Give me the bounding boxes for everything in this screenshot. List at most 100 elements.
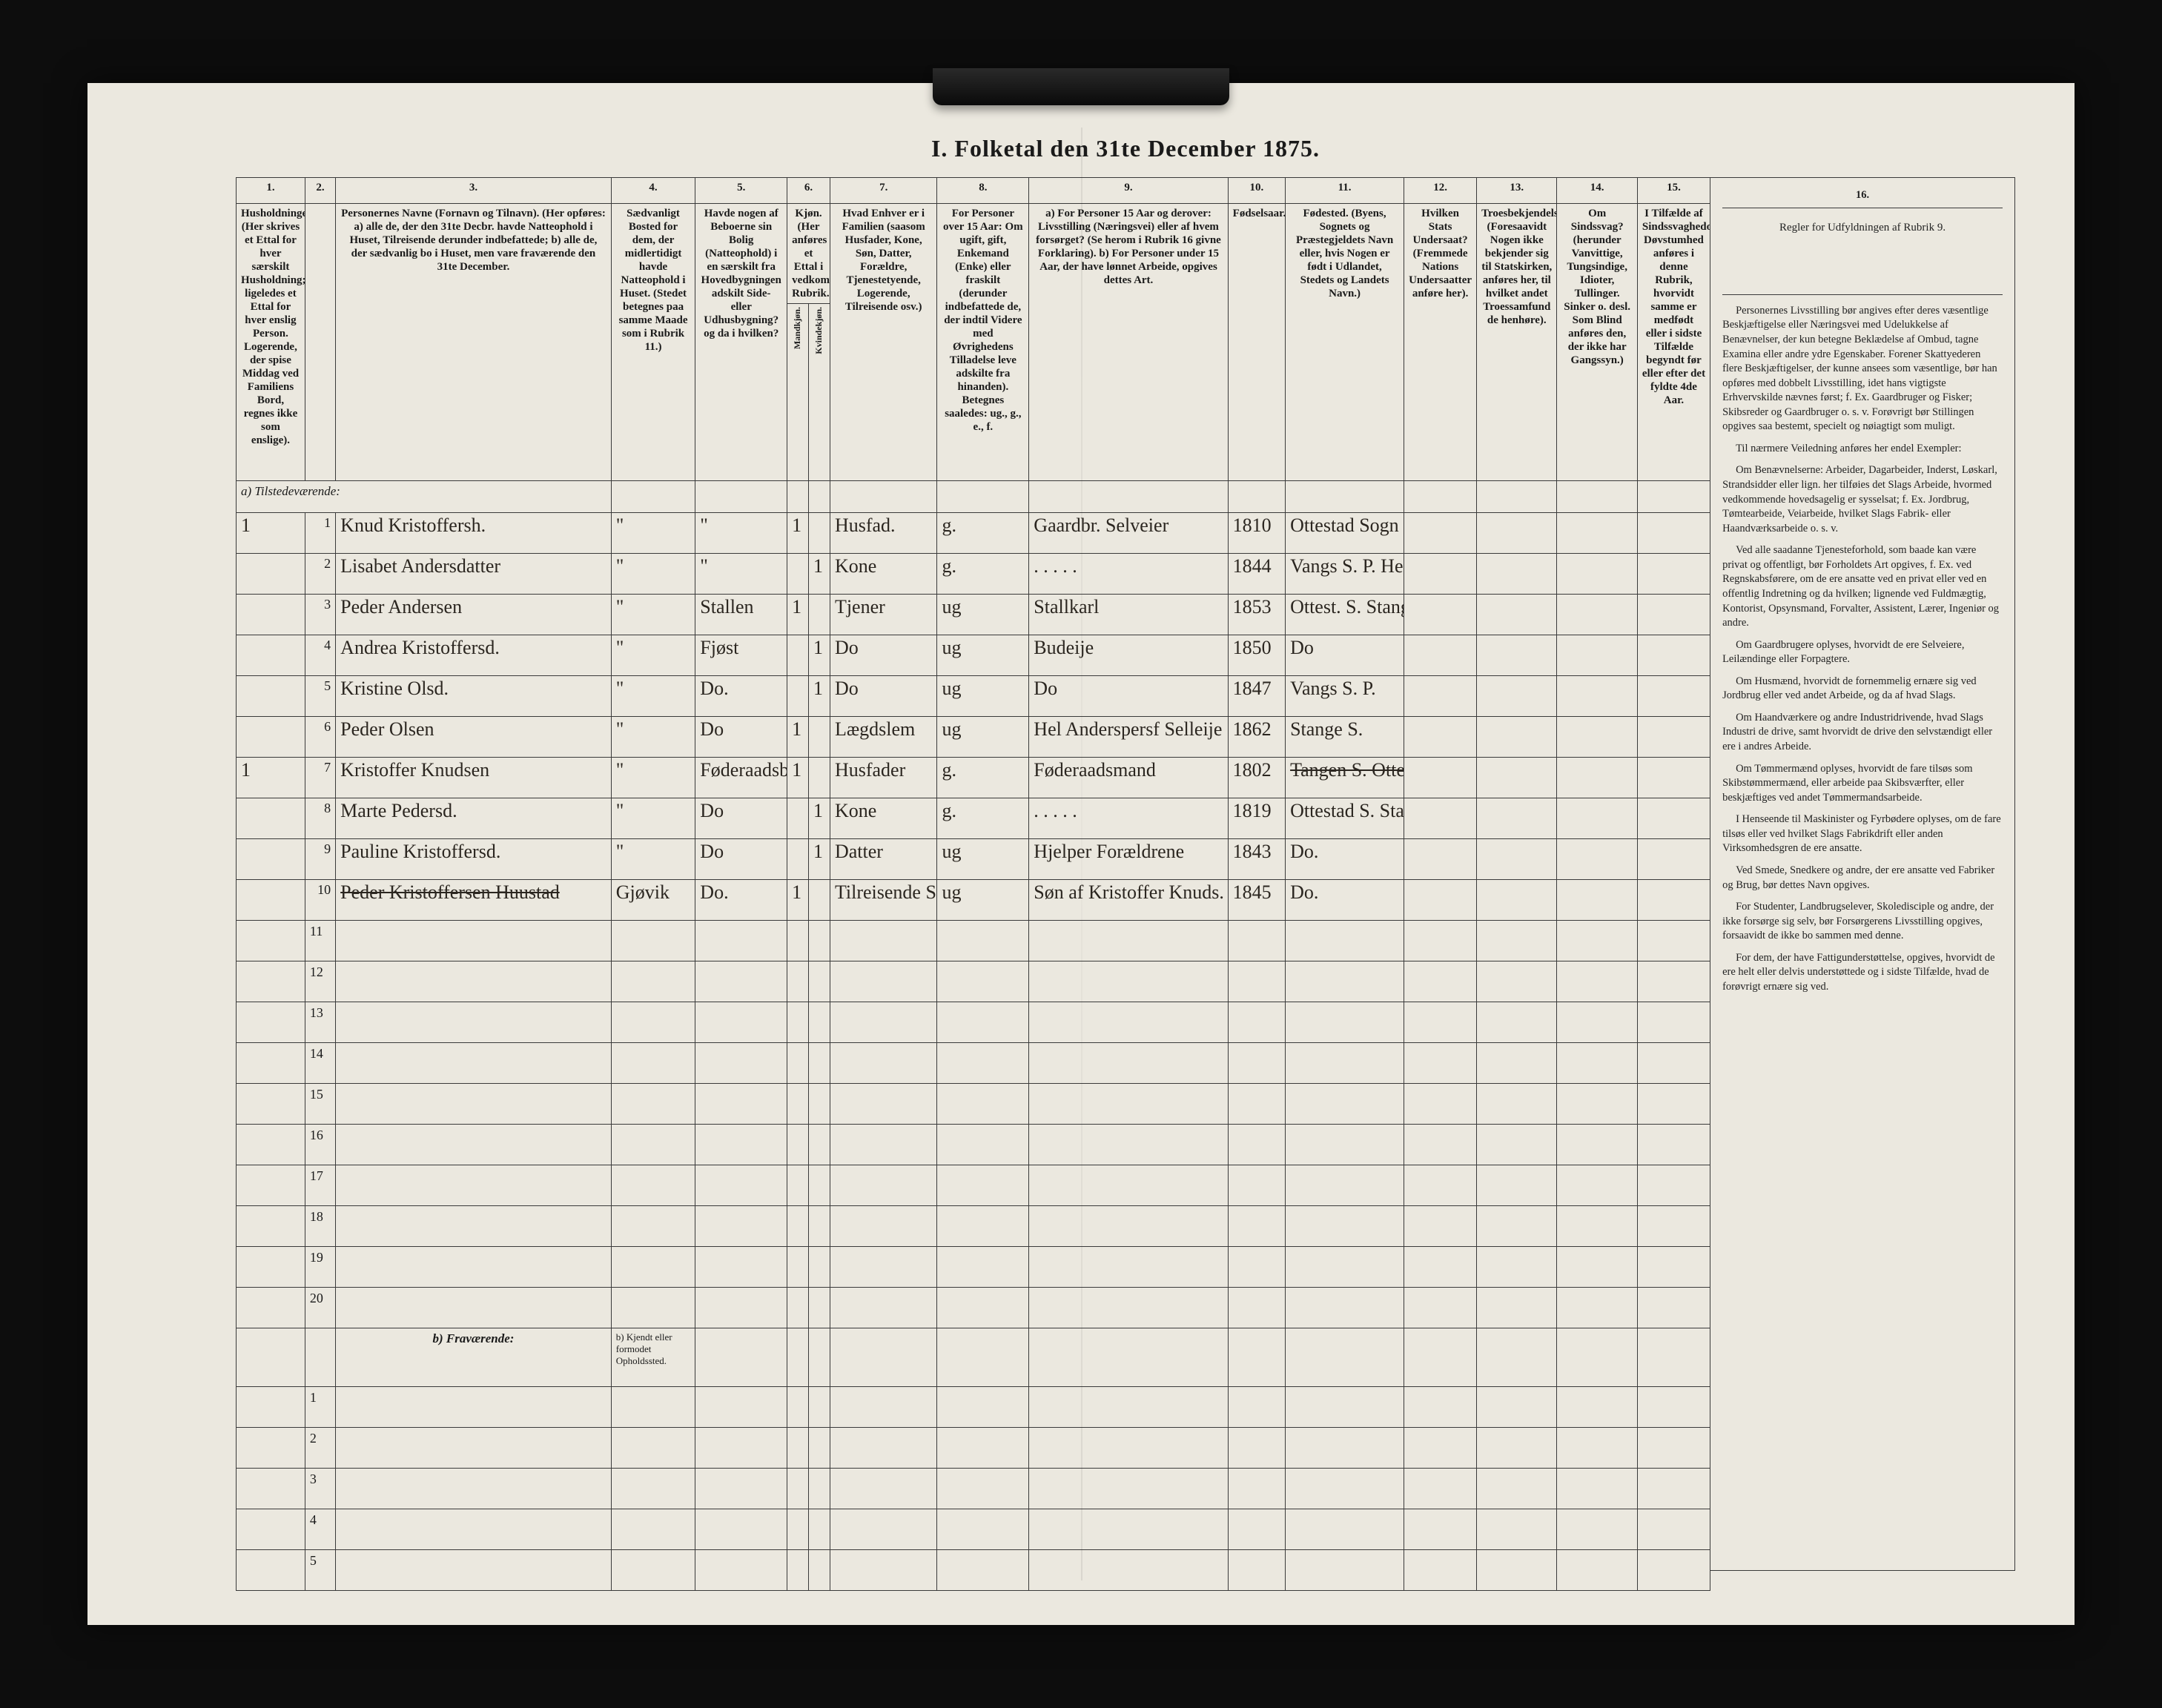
- cell-yr: 1810: [1228, 513, 1285, 554]
- colhead-8: For Personer over 15 Aar: Om ugift, gift…: [937, 204, 1029, 481]
- cell-fam: Husfad.: [830, 513, 937, 554]
- table-row-empty: 4: [237, 1509, 1710, 1550]
- cell-c5: ": [695, 513, 787, 554]
- section-b-heading: b) Fraværende: b) Kjendt eller formodet …: [237, 1328, 1710, 1387]
- rules-p: Ved alle saadanne Tjenesteforhold, som b…: [1722, 543, 2003, 630]
- table-row-empty: 11: [237, 921, 1710, 961]
- table-row-empty: 2: [237, 1428, 1710, 1469]
- table-row: 9 Pauline Kristoffersd."Do 1Datter ugHje…: [237, 839, 1710, 880]
- table-row-empty: 20: [237, 1288, 1710, 1328]
- table-row-empty: 5: [237, 1550, 1710, 1591]
- cell-mk: 1: [787, 513, 809, 554]
- table-row: 8 Marte Pedersd."Do 1Kone g.. . . . .181…: [237, 798, 1710, 839]
- colhead-7: Hvad Enhver er i Familien (saasom Husfad…: [830, 204, 937, 481]
- table-row-empty: 15: [237, 1084, 1710, 1125]
- colnum-7: 7.: [830, 178, 937, 204]
- table-row-empty: 18: [237, 1206, 1710, 1247]
- colhead-16: Regler for Udfyldningen af Rubrik 9.: [1722, 213, 2003, 295]
- table-row: 5 Kristine Olsd."Do. 1Do ugDo1847 Vangs …: [237, 676, 1710, 717]
- rules-p: Om Husmænd, hvorvidt de fornemmelig ernæ…: [1722, 675, 2003, 704]
- column-number-row: 1. 2. 3. 4. 5. 6. 7. 8. 9. 10. 11. 12. 1…: [237, 178, 1710, 204]
- sex-female-label: Kvindekjøn.: [813, 307, 824, 354]
- census-page: I. Folketal den 31te December 1875. 1. 2…: [87, 83, 2075, 1625]
- colnum-4: 4.: [611, 178, 695, 204]
- cell-kv: [809, 513, 830, 554]
- table-row: 3 Peder Andersen"Stallen 1Tjener ugStall…: [237, 595, 1710, 635]
- rules-p: For Studenter, Landbrugselever, Skoledis…: [1722, 900, 2003, 944]
- table-row-empty: 19: [237, 1247, 1710, 1288]
- sex-male-label: Mandkjøn.: [792, 307, 802, 349]
- colhead-14: Om Sindssvag? (herunder Vanvittige, Tung…: [1557, 204, 1637, 481]
- cell-hh: 1: [237, 513, 305, 554]
- colnum-3: 3.: [336, 178, 612, 204]
- cell-occ: Gaardbr. Selveier: [1029, 513, 1228, 554]
- table-row-empty: 13: [237, 1002, 1710, 1043]
- rules-p: Om Tømmermænd oplyses, hvorvidt de fare …: [1722, 762, 2003, 806]
- section-a-heading: a) Tilstedeværende:: [237, 481, 1710, 513]
- colhead-15: I Tilfælde af Sindssvaghedog Døvstumhed …: [1637, 204, 1710, 481]
- rules-p: Personernes Livsstilling bør angives eft…: [1722, 304, 2003, 434]
- colnum-2: 2.: [305, 178, 335, 204]
- colnum-15: 15.: [1637, 178, 1710, 204]
- colhead-6: Kjøn. (Her anføres et Ettal i vedkommend…: [787, 204, 830, 304]
- form-wrap: 1. 2. 3. 4. 5. 6. 7. 8. 9. 10. 11. 12. 1…: [236, 177, 2015, 1571]
- colhead-5: Havde nogen af Beboerne sin Bolig (Natte…: [695, 204, 787, 481]
- table-row-empty: 14: [237, 1043, 1710, 1084]
- rules-p: Om Haandværkere og andre Industridrivend…: [1722, 711, 2003, 755]
- colhead-11: Fødested. (Byens, Sognets og Præstegjeld…: [1286, 204, 1404, 481]
- section-a-label: a) Tilstedeværende:: [237, 481, 612, 513]
- colhead-2: [305, 204, 335, 481]
- colhead-6b: Kvindekjøn.: [809, 304, 830, 481]
- colhead-9: a) For Personer 15 Aar og derover: Livss…: [1029, 204, 1228, 481]
- table-row-empty: 3: [237, 1469, 1710, 1509]
- colnum-10: 10.: [1228, 178, 1285, 204]
- rules-p: Til nærmere Veiledning anføres her endel…: [1722, 442, 2003, 457]
- section-b-col4-label: b) Kjendt eller formodet Opholdssted.: [611, 1328, 695, 1387]
- rules-p: For dem, der have Fattigunderstøttelse, …: [1722, 951, 2003, 995]
- colnum-8: 8.: [937, 178, 1029, 204]
- table-row-empty: 1: [237, 1387, 1710, 1428]
- cell-name: Knud Kristoffersh.: [336, 513, 612, 554]
- table-row: 17 Kristoffer Knudsen"Føderaadsbygn 1Hus…: [237, 758, 1710, 798]
- table-row-empty: 17: [237, 1165, 1710, 1206]
- table-row: 10 Peder Kristoffersen HuustadGjøvikDo. …: [237, 880, 1710, 921]
- colnum-13: 13.: [1477, 178, 1557, 204]
- cell-civ: g.: [937, 513, 1029, 554]
- census-table: 1. 2. 3. 4. 5. 6. 7. 8. 9. 10. 11. 12. 1…: [236, 177, 1710, 1591]
- page-title: I. Folketal den 31te December 1875.: [236, 135, 2015, 162]
- colnum-16: 16.: [1722, 188, 2003, 208]
- colhead-4: Sædvanligt Bosted for dem, der midlertid…: [611, 204, 695, 481]
- cell-bp: Ottestad Sogn Stange: [1286, 513, 1404, 554]
- cell-rownum: 1: [305, 513, 335, 554]
- image-viewer: I. Folketal den 31te December 1875. 1. 2…: [0, 0, 2162, 1708]
- colhead-10: Fødselsaar.: [1228, 204, 1285, 481]
- colnum-11: 11.: [1286, 178, 1404, 204]
- table-row-empty: 16: [237, 1125, 1710, 1165]
- colnum-12: 12.: [1404, 178, 1477, 204]
- table-row-empty: 12: [237, 961, 1710, 1002]
- colhead-1: Husholdninger. (Her skrives et Ettal for…: [237, 204, 305, 481]
- rules-p: Om Gaardbrugere oplyses, hvorvidt de ere…: [1722, 638, 2003, 667]
- table-row: 4 Andrea Kristoffersd."Fjøst 1Do ugBudei…: [237, 635, 1710, 676]
- table-row: 6 Peder Olsen"Do 1Lægdslem ugHel Andersp…: [237, 717, 1710, 758]
- colhead-13: Troesbekjendelse. (Foresaavidt Nogen ikk…: [1477, 204, 1557, 481]
- colhead-3: Personernes Navne (Fornavn og Tilnavn). …: [336, 204, 612, 481]
- rules-p: Ved Smede, Snedkere og andre, der ere an…: [1722, 864, 2003, 893]
- colnum-5: 5.: [695, 178, 787, 204]
- colnum-6: 6.: [787, 178, 830, 204]
- rules-p: Om Benævnelserne: Arbeider, Dagarbeider,…: [1722, 463, 2003, 536]
- colnum-14: 14.: [1557, 178, 1637, 204]
- column-header-row: Husholdninger. (Her skrives et Ettal for…: [237, 204, 1710, 304]
- colnum-1: 1.: [237, 178, 305, 204]
- table-row: 1 1 Knud Kristoffersh. " " 1 Husfad. g. …: [237, 513, 1710, 554]
- colnum-9: 9.: [1029, 178, 1228, 204]
- rules-panel: 16. Regler for Udfyldningen af Rubrik 9.…: [1710, 177, 2015, 1571]
- rules-p: I Henseende til Maskinister og Fyrbødere…: [1722, 812, 2003, 856]
- cell-c4: ": [611, 513, 695, 554]
- table-row: 2 Lisabet Andersdatter"" 1Kone g.. . . .…: [237, 554, 1710, 595]
- page-fold: [1081, 128, 1082, 1580]
- colhead-6a: Mandkjøn.: [787, 304, 809, 481]
- section-b-label: b) Fraværende:: [336, 1328, 612, 1387]
- colhead-12: Hvilken Stats Undersaat? (Fremmede Natio…: [1404, 204, 1477, 481]
- binder-clip: [933, 68, 1229, 105]
